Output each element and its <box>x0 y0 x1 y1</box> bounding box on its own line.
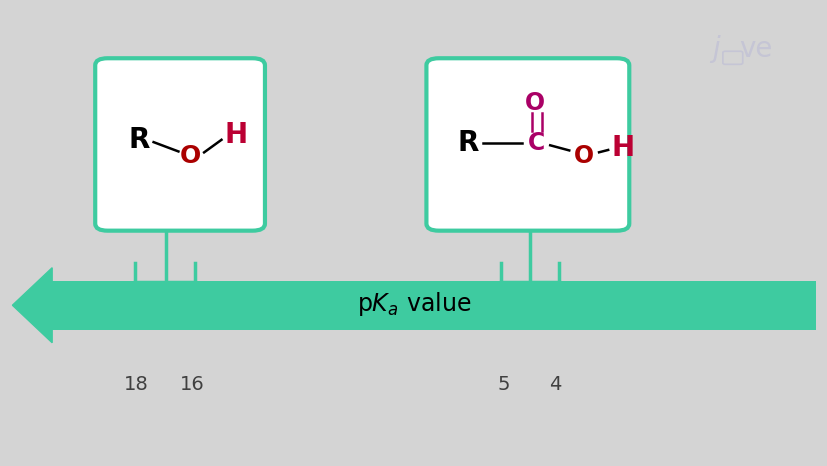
Text: j: j <box>711 35 719 63</box>
Text: H: H <box>225 121 247 149</box>
Text: 4: 4 <box>548 375 560 394</box>
Text: O: O <box>179 144 200 168</box>
FancyBboxPatch shape <box>426 58 629 231</box>
Text: C: C <box>527 131 544 155</box>
FancyBboxPatch shape <box>52 281 815 330</box>
Text: 5: 5 <box>496 375 509 394</box>
Polygon shape <box>12 267 52 343</box>
Text: 18: 18 <box>124 375 149 394</box>
Text: ve: ve <box>739 35 772 63</box>
Text: H: H <box>611 134 633 162</box>
Text: O: O <box>573 144 594 168</box>
Text: O: O <box>523 91 544 116</box>
Text: R: R <box>128 126 149 154</box>
Text: R: R <box>457 129 478 157</box>
Text: p$\it{K}$$_a$ value: p$\it{K}$$_a$ value <box>356 290 471 318</box>
FancyBboxPatch shape <box>95 58 265 231</box>
Text: 16: 16 <box>179 375 204 394</box>
